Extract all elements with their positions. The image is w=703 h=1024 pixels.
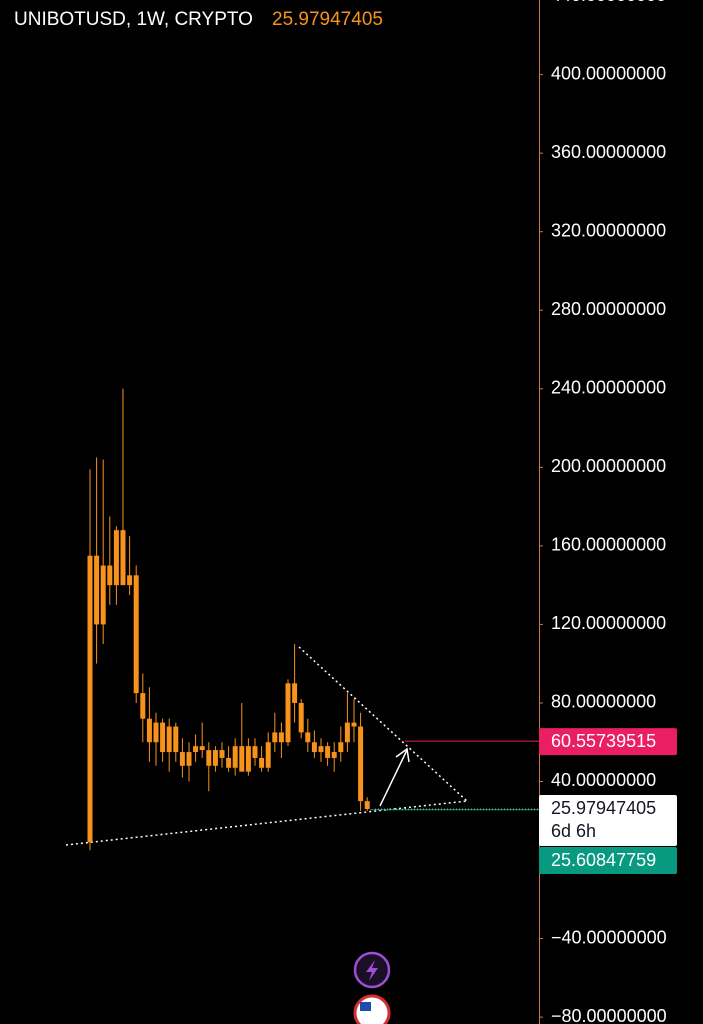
drawings [65, 646, 468, 846]
candle-body [351, 722, 357, 727]
last-price-box [539, 795, 677, 847]
candle-body [325, 746, 331, 758]
header-price: 25.97947405 [272, 9, 383, 30]
y-tick-label: 240.00000000 [551, 378, 666, 398]
arrow-head [395, 747, 410, 763]
candle-body [265, 742, 271, 768]
candle-body [318, 746, 324, 753]
price-label: 60.55739515 [551, 731, 656, 751]
candle-body [133, 575, 139, 694]
candle-body [239, 746, 245, 772]
candle-body [153, 722, 159, 743]
y-tick-label: 280.00000000 [551, 299, 666, 319]
y-tick-label: 200.00000000 [551, 456, 666, 476]
candle-body [344, 722, 350, 743]
candle-body [173, 726, 179, 753]
candle-body [245, 746, 251, 772]
candle-body [305, 732, 311, 743]
y-tick-label: 40.00000000 [551, 770, 656, 790]
last-price-label: 25.97947405 [551, 798, 656, 818]
candle-body [212, 750, 218, 766]
lightning-glyph [366, 960, 378, 981]
candle-body [186, 752, 192, 766]
flag-canton [360, 1002, 371, 1011]
candle-body [259, 757, 265, 768]
candle-body [100, 565, 106, 625]
arrow [379, 749, 408, 807]
candle-body [160, 722, 166, 753]
y-tick-label: 320.00000000 [551, 220, 666, 240]
candle-body [298, 702, 304, 733]
candle-body [311, 742, 317, 753]
candle-body [226, 757, 232, 768]
candle-body [113, 530, 119, 586]
candle-body [127, 575, 133, 586]
candle-body [94, 555, 100, 625]
candle-body [331, 752, 337, 758]
candle-body [87, 555, 93, 843]
candle-body [292, 683, 298, 703]
candle-body [140, 693, 146, 719]
candle-body [166, 726, 172, 753]
candle-body [272, 732, 278, 743]
candle-body [364, 801, 370, 809]
icons [353, 951, 391, 1024]
support-line [65, 800, 468, 846]
y-tick-label: 400.00000000 [551, 63, 666, 83]
candle-body [199, 746, 205, 751]
candle-body [232, 746, 238, 768]
y-tick-label: 120.00000000 [551, 613, 666, 633]
candle-body [107, 565, 113, 586]
countdown-label: 6d 6h [551, 821, 596, 841]
y-tick-label: 360.00000000 [551, 142, 666, 162]
y-tick-label: −40.00000000 [551, 927, 667, 947]
candle-body [219, 750, 225, 758]
candle-body [193, 746, 199, 753]
y-tick-label: −80.00000000 [551, 1006, 667, 1024]
y-tick-label: 80.00000000 [551, 692, 656, 712]
symbol-title: UNIBOTUSD, 1W, CRYPTO [14, 9, 253, 30]
candle-body [179, 752, 185, 766]
price-label: 25.60847759 [551, 850, 656, 870]
price-label-box [539, 847, 677, 875]
y-tick-label: 440.00000000 [551, 0, 666, 5]
candle-body [278, 732, 284, 743]
candle-body [358, 726, 364, 802]
y-tick-label: 160.00000000 [551, 535, 666, 555]
price-label-box [539, 728, 677, 756]
candle-body [120, 530, 126, 586]
candle-body [285, 683, 291, 743]
candle-body [206, 750, 212, 766]
candle-body [252, 746, 258, 758]
candle-body [146, 718, 152, 743]
candle-body [338, 742, 344, 753]
